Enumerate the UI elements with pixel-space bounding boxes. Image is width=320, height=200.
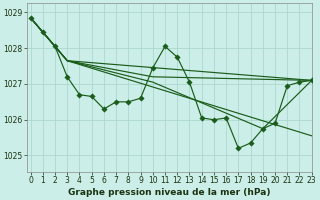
- X-axis label: Graphe pression niveau de la mer (hPa): Graphe pression niveau de la mer (hPa): [68, 188, 270, 197]
